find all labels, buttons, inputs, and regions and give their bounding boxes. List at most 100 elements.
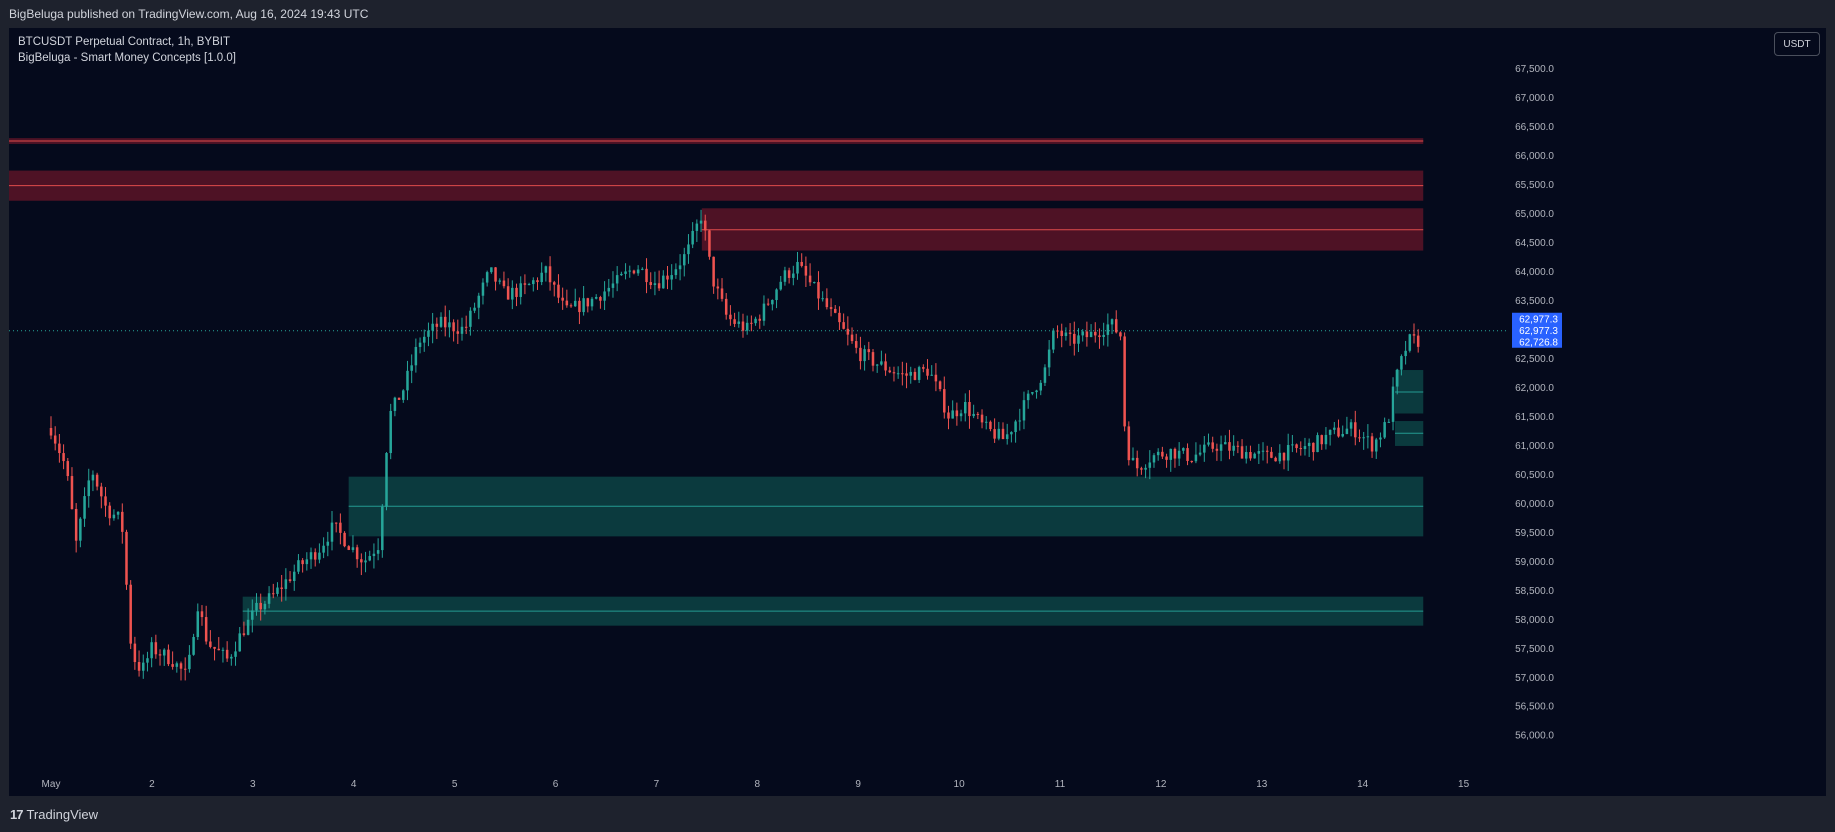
candle bbox=[716, 278, 720, 300]
x-tick-label: 2 bbox=[149, 779, 155, 790]
candle bbox=[406, 360, 409, 401]
candle-body bbox=[376, 550, 380, 554]
tradingview-logo[interactable]: 17 TradingView bbox=[10, 807, 98, 822]
candle bbox=[519, 276, 522, 305]
candle-body bbox=[896, 373, 900, 375]
candle-body bbox=[1001, 428, 1005, 440]
candle-body bbox=[1177, 450, 1181, 459]
candle-body bbox=[968, 402, 971, 417]
currency-button[interactable]: USDT bbox=[1774, 32, 1820, 56]
candle bbox=[1278, 444, 1282, 464]
x-tick-label: 5 bbox=[452, 779, 458, 790]
candle-body bbox=[1190, 460, 1193, 462]
candle bbox=[1232, 435, 1235, 456]
candle-body bbox=[766, 303, 770, 305]
candle bbox=[943, 376, 946, 419]
candle-body bbox=[859, 347, 862, 362]
candle bbox=[1286, 433, 1290, 471]
candle-body bbox=[1270, 451, 1273, 458]
candle bbox=[586, 297, 590, 313]
candle-body bbox=[183, 668, 187, 670]
candle-body bbox=[272, 593, 275, 595]
y-tick-label: 66,000.0 bbox=[1515, 151, 1554, 162]
candle-body bbox=[439, 316, 443, 327]
candle-body bbox=[624, 271, 627, 274]
candle-body bbox=[179, 663, 183, 669]
candle bbox=[708, 229, 711, 260]
candle bbox=[670, 264, 673, 290]
candle bbox=[1412, 323, 1416, 344]
candle-body bbox=[548, 266, 552, 283]
candle bbox=[662, 270, 665, 289]
price-tag-text: 62,726.8 bbox=[1519, 337, 1558, 348]
candle bbox=[544, 265, 548, 282]
candle-body bbox=[204, 617, 208, 642]
candle-body bbox=[246, 619, 250, 635]
candle-body bbox=[762, 303, 766, 321]
candle-body bbox=[1161, 451, 1164, 457]
candle-body bbox=[460, 326, 464, 334]
candle bbox=[1312, 442, 1315, 461]
candle bbox=[712, 256, 715, 294]
chart-legend: BTCUSDT Perpetual Contract, 1h, BYBIT Bi… bbox=[18, 34, 236, 66]
candle bbox=[1249, 445, 1252, 461]
candle-body bbox=[1052, 330, 1055, 350]
candle bbox=[766, 298, 770, 306]
candle bbox=[1001, 422, 1005, 440]
candle bbox=[557, 274, 560, 304]
candle bbox=[683, 247, 686, 277]
candle-body bbox=[1056, 330, 1059, 332]
candle-body bbox=[326, 541, 330, 546]
candle-body bbox=[532, 280, 535, 285]
candle-body bbox=[863, 349, 866, 362]
candle-body bbox=[720, 288, 724, 299]
candle-body bbox=[854, 341, 858, 348]
candle-body bbox=[1018, 420, 1022, 422]
candle bbox=[234, 641, 237, 666]
candle-body bbox=[1010, 432, 1013, 435]
candle bbox=[251, 599, 254, 633]
candle bbox=[196, 603, 200, 640]
candle bbox=[653, 271, 657, 296]
candle bbox=[947, 405, 950, 430]
candle-body bbox=[599, 297, 602, 301]
candle bbox=[288, 571, 292, 583]
candle bbox=[1207, 433, 1210, 447]
candle-body bbox=[502, 280, 506, 287]
candle bbox=[435, 317, 439, 340]
candle-body bbox=[280, 587, 283, 589]
candlestick-chart[interactable]: 56,000.0 56,500.0 57,000.0 57,500.0 58,000.0… bbox=[9, 28, 1826, 796]
candle-body bbox=[196, 611, 200, 638]
candle bbox=[754, 316, 757, 326]
candle-body bbox=[1198, 452, 1202, 455]
candle bbox=[607, 278, 611, 297]
candle-body bbox=[318, 552, 321, 560]
candle-body bbox=[506, 286, 510, 300]
candle-body bbox=[1404, 350, 1407, 357]
chart-area[interactable]: 56,000.0 56,500.0 57,000.0 57,500.0 58,000.0… bbox=[9, 28, 1826, 796]
candle-body bbox=[1320, 435, 1323, 445]
candle-body bbox=[1152, 455, 1156, 463]
candle-body bbox=[813, 282, 816, 284]
candle bbox=[473, 302, 476, 314]
candle-body bbox=[783, 270, 787, 282]
candle bbox=[775, 288, 778, 309]
x-tick-label: 14 bbox=[1357, 779, 1369, 790]
candle-body bbox=[775, 289, 778, 301]
candle bbox=[1026, 390, 1030, 409]
candle bbox=[984, 416, 988, 430]
y-tick-label: 56,000.0 bbox=[1515, 731, 1554, 742]
candle-body bbox=[1031, 392, 1034, 394]
candle-body bbox=[842, 322, 845, 329]
candle-body bbox=[561, 297, 564, 301]
candle bbox=[1194, 442, 1198, 464]
candle-body bbox=[796, 261, 799, 274]
candle-body bbox=[1131, 457, 1135, 461]
candle bbox=[817, 271, 820, 310]
y-tick-label: 66,500.0 bbox=[1515, 122, 1554, 133]
price-tag bbox=[1512, 335, 1562, 348]
candle-body bbox=[632, 270, 636, 274]
candle-body bbox=[1110, 319, 1114, 325]
y-tick-label: 57,500.0 bbox=[1515, 644, 1554, 655]
candle-body bbox=[1005, 434, 1009, 440]
